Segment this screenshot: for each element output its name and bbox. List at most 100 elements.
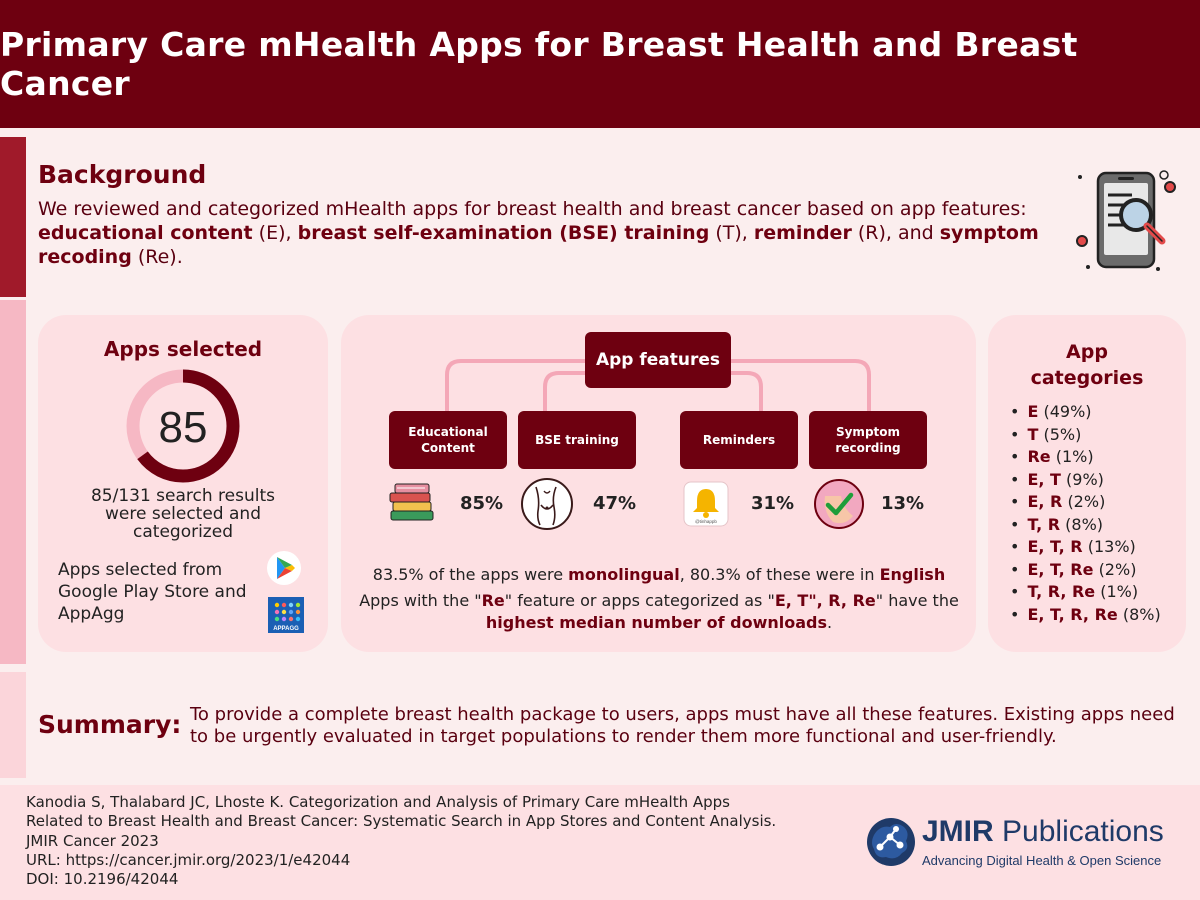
- background-text: We reviewed and categorized mHealth apps…: [38, 197, 1048, 269]
- downloads-note-b: Re: [481, 591, 505, 610]
- category-code: E, T, R, Re: [1027, 604, 1118, 624]
- feature-t-abbr: (T),: [709, 222, 754, 244]
- category-code: E, T: [1027, 469, 1061, 489]
- summary-label: Summary:: [38, 710, 182, 739]
- publisher-name-rest: Publications: [993, 815, 1164, 848]
- pct-bse-training: 47%: [593, 493, 637, 514]
- apps-selected-caption: 85/131 search results were selected and …: [90, 486, 276, 542]
- publisher-name: JMIR Publications: [922, 815, 1164, 849]
- feature-box-bse-training: BSE training: [518, 411, 636, 469]
- category-code: E, T, Re: [1027, 559, 1094, 579]
- app-features-title: App features: [585, 332, 731, 388]
- category-code: Re: [1027, 447, 1051, 466]
- bell-icon: @tinhappb: [683, 481, 729, 527]
- books-icon: [389, 483, 434, 521]
- pct-reminders: 31%: [751, 493, 795, 514]
- category-item: E, T, Re (2%): [1010, 559, 1161, 582]
- category-percent: (1%): [1100, 582, 1139, 601]
- background-title: Background: [38, 160, 207, 189]
- feature-box-reminders: Reminders: [680, 411, 798, 469]
- app-categories-title: App categories: [1030, 341, 1144, 389]
- category-item: T, R, Re (1%): [1010, 581, 1161, 604]
- phone-search-icon: [1076, 170, 1176, 271]
- downloads-note-f: highest median number of downloads: [485, 613, 828, 632]
- app-categories-card: App categories E (49%)T (5%)Re (1%)E, T …: [988, 315, 1186, 652]
- downloads-note-g: .: [827, 613, 833, 632]
- summary-text: To provide a complete breast health pack…: [190, 704, 1175, 747]
- reminder-icon-text: @tinhappb: [695, 519, 717, 524]
- category-percent: (13%): [1087, 537, 1136, 556]
- category-item: E (49%): [1010, 401, 1161, 424]
- category-item: E, T (9%): [1010, 469, 1161, 492]
- pct-symptom-recording: 13%: [881, 493, 925, 514]
- category-item: T, R (8%): [1010, 514, 1161, 537]
- feature-t-name: breast self-examination (BSE) training: [297, 222, 710, 244]
- category-item: E, T, R, Re (8%): [1010, 604, 1161, 627]
- citation-line-1: Kanodia S, Thalabard JC, Lhoste K. Categ…: [26, 793, 730, 811]
- language-note-b: monolingual: [568, 565, 680, 584]
- category-code: E, R: [1027, 492, 1063, 511]
- appagg-label: APPAGG: [273, 626, 299, 632]
- downloads-note-e: " have the: [875, 591, 959, 610]
- summary-accent-bar: [0, 672, 26, 778]
- category-percent: (9%): [1066, 469, 1104, 489]
- results-accent-bar: [0, 300, 26, 664]
- language-note-c: , 80.3% of these were in: [679, 565, 880, 584]
- category-percent: (2%): [1067, 492, 1106, 511]
- apps-selected-card: Apps selected 85 85/131 search results w…: [38, 315, 328, 652]
- apps-source-text: Apps selected from Google Play Store and…: [58, 560, 247, 624]
- background-intro: We reviewed and categorized mHealth apps…: [38, 198, 1027, 220]
- category-item: E, T, R (13%): [1010, 536, 1161, 559]
- downloads-note: Apps with the "Re" feature or apps categ…: [341, 590, 977, 634]
- category-percent: (5%): [1043, 424, 1082, 444]
- publisher-name-bold: JMIR: [922, 815, 994, 848]
- feature-e-name: educational content: [38, 222, 253, 244]
- background-accent-bar: [0, 137, 26, 297]
- bse-exam-icon: [521, 478, 573, 530]
- feature-r-abbr: (R), and: [851, 222, 940, 244]
- pct-educational-content: 85%: [460, 493, 504, 514]
- category-percent: (2%): [1098, 559, 1137, 579]
- page-header: Primary Care mHealth Apps for Breast Hea…: [0, 0, 1200, 128]
- feature-box-symptom-recording: Symptom recording: [809, 411, 927, 469]
- feature-box-educational-content: Educational Content: [389, 411, 507, 469]
- citation-line-3: JMIR Cancer 2023: [26, 831, 159, 850]
- category-item: T (5%): [1010, 424, 1161, 447]
- category-percent: (8%): [1065, 514, 1104, 534]
- category-item: Re (1%): [1010, 446, 1161, 469]
- feature-e-abbr: (E),: [252, 222, 298, 244]
- feature-re-name: symptom recoding: [38, 222, 1039, 268]
- publisher-tagline: Advancing Digital Health & Open Science: [922, 853, 1162, 868]
- page-title: Primary Care mHealth Apps for Breast Hea…: [0, 25, 1078, 103]
- category-code: T, R, Re: [1027, 582, 1096, 601]
- apps-selected-ring: 85: [126, 369, 240, 483]
- category-code: E: [1027, 402, 1039, 421]
- appagg-icon: APPAGG: [268, 597, 304, 633]
- feature-connectors: [445, 359, 871, 411]
- citation-url[interactable]: URL: https://cancer.jmir.org/2023/1/e420…: [26, 850, 351, 869]
- apps-selected-title: Apps selected: [103, 337, 263, 361]
- category-code: E, T, R: [1027, 537, 1083, 556]
- category-code: T, R: [1027, 514, 1061, 534]
- downloads-note-c: " feature or apps categorized as ": [504, 591, 775, 610]
- category-percent: (8%): [1122, 604, 1161, 624]
- citation-line-2: Related to Breast Health and Breast Canc…: [26, 812, 777, 831]
- jmir-logo-icon: [867, 818, 915, 866]
- citation: Kanodia S, Thalabard JC, Lhoste K. Categ…: [26, 793, 776, 889]
- app-categories-list: E (49%)T (5%)Re (1%)E, T (9%)E, R (2%)T,…: [1010, 401, 1161, 627]
- checkmark-icon: [814, 479, 864, 529]
- language-note: 83.5% of the apps were monolingual, 80.3…: [341, 564, 977, 586]
- apps-selected-count: 85: [159, 403, 208, 452]
- footer: Kanodia S, Thalabard JC, Lhoste K. Categ…: [0, 785, 1200, 900]
- category-code: T: [1027, 424, 1039, 444]
- citation-doi[interactable]: DOI: 10.2196/42044: [26, 870, 179, 889]
- app-features-card: App features Educational Content BSE tra…: [341, 315, 976, 652]
- language-note-d: English: [879, 565, 946, 584]
- category-percent: (49%): [1043, 402, 1092, 421]
- category-item: E, R (2%): [1010, 491, 1161, 514]
- feature-re-abbr: (Re).: [131, 246, 183, 268]
- google-play-icon: [267, 551, 301, 585]
- category-percent: (1%): [1055, 447, 1094, 466]
- downloads-note-a: Apps with the ": [359, 591, 482, 610]
- feature-r-name: reminder: [753, 222, 852, 244]
